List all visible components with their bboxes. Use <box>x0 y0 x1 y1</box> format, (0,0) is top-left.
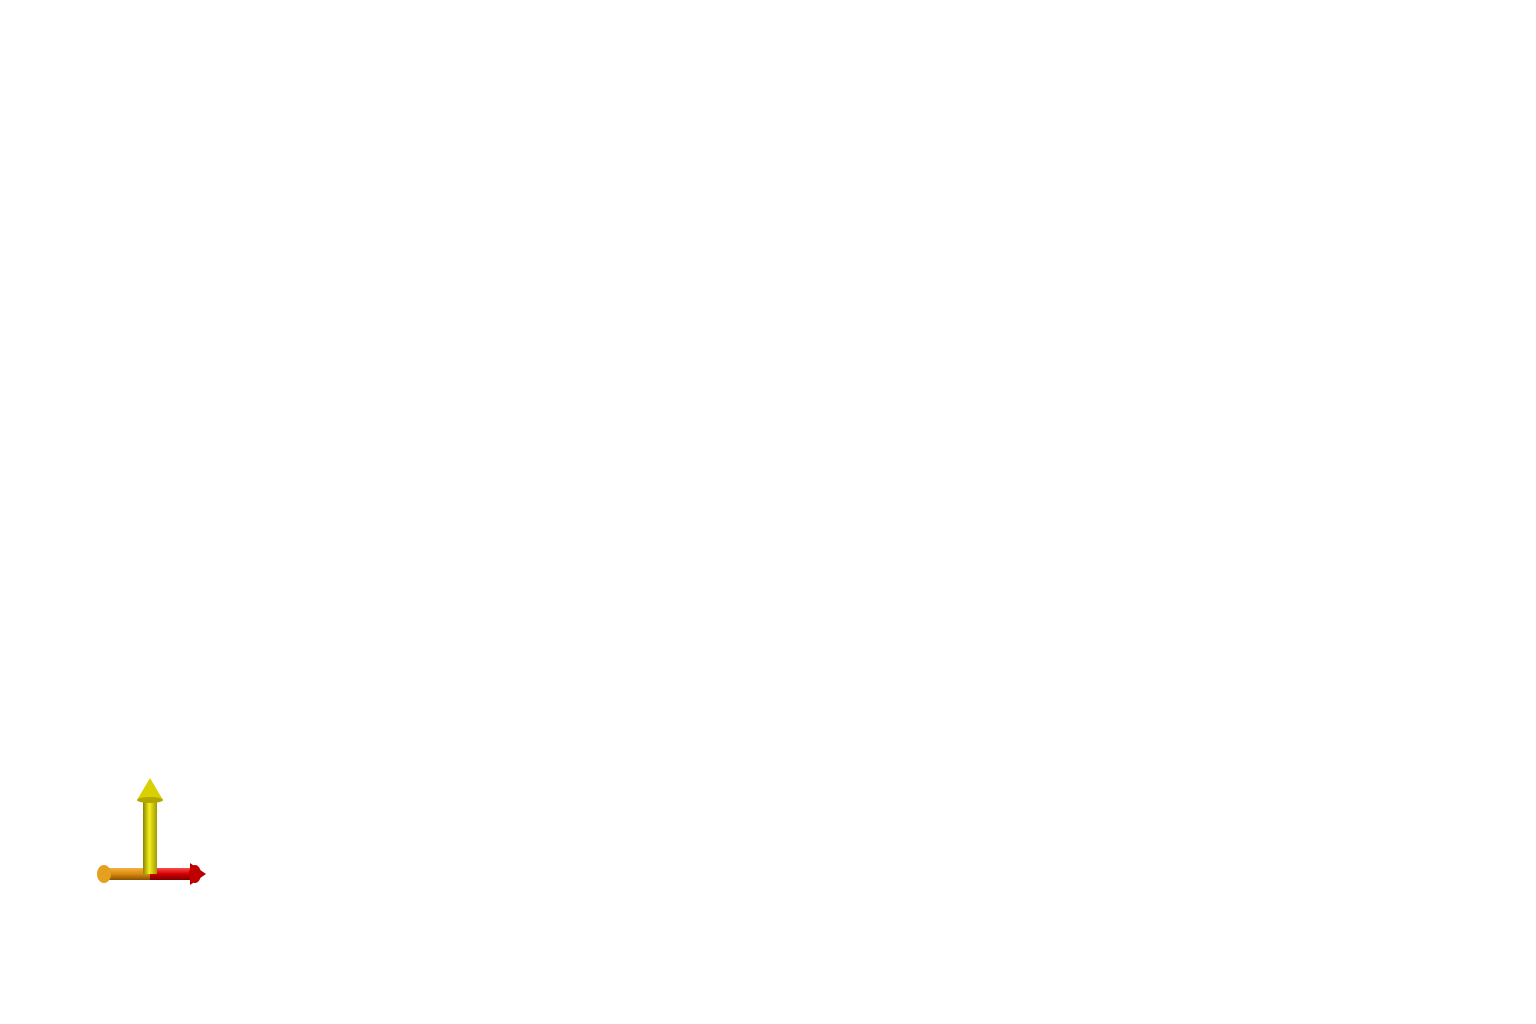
z-axis-arrow <box>137 778 163 874</box>
y-axis-arrow <box>97 865 152 883</box>
x-axis-arrow <box>150 863 206 885</box>
axes-indicator <box>97 778 206 885</box>
